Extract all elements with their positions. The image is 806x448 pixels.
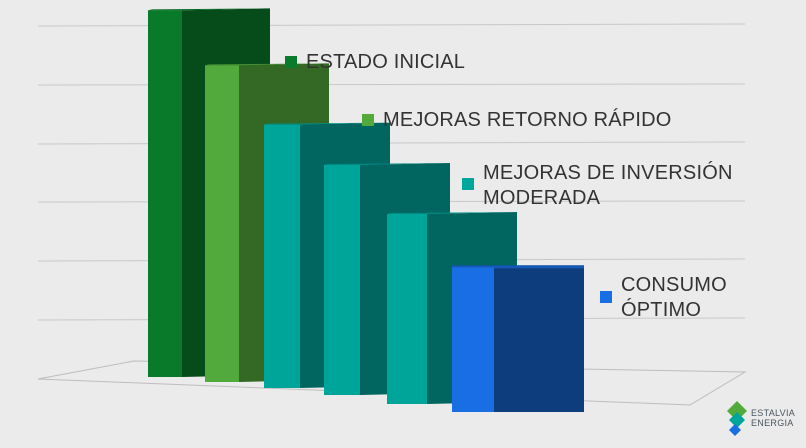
bar-top-face <box>205 63 329 66</box>
leaf-logo-icon <box>727 401 747 436</box>
bar-front-face <box>324 165 360 395</box>
bar-front-face <box>264 124 300 389</box>
legend-label: ESTADO INICIAL <box>306 51 466 73</box>
gridline <box>37 141 746 145</box>
gridline <box>37 83 746 86</box>
bar-front-face <box>387 214 427 404</box>
legend-item-mejoras-inversion-moderada: MEJORAS DE INVERSIÓN MODERADA <box>462 161 733 211</box>
bar-front-face <box>148 10 182 377</box>
legend-swatch <box>362 114 374 126</box>
bar-front-face <box>205 65 239 382</box>
chart-bars <box>148 8 584 412</box>
logo-line-2: ENERGIA <box>751 418 794 428</box>
bar-front-face <box>452 267 494 412</box>
legend-swatch <box>600 291 612 303</box>
legend-swatch <box>285 56 297 68</box>
bar-top-face <box>324 163 450 165</box>
legend-label: MEJORAS DE INVERSIÓN MODERADA <box>483 162 733 209</box>
estalvia-energia-logo: ESTALVIA ENERGIA <box>726 400 795 436</box>
bar-top-face <box>452 265 584 269</box>
bar-6 <box>452 265 584 412</box>
legend-item-mejoras-retorno-rapido: MEJORAS RETORNO RÁPIDO <box>362 108 672 133</box>
legend-item-consumo-optimo: CONSUMO ÓPTIMO <box>600 273 727 323</box>
bar-top-face <box>148 8 270 11</box>
bar-top-face <box>387 212 517 214</box>
legend-item-estado-inicial: ESTADO INICIAL <box>285 50 465 75</box>
logo-line-1: ESTALVIA <box>751 408 796 418</box>
bar-top-face <box>264 122 390 125</box>
legend-label: CONSUMO ÓPTIMO <box>621 274 727 321</box>
gridline <box>37 23 746 27</box>
legend-swatch <box>462 178 474 190</box>
legend-label: MEJORAS RETORNO RÁPIDO <box>383 109 672 131</box>
